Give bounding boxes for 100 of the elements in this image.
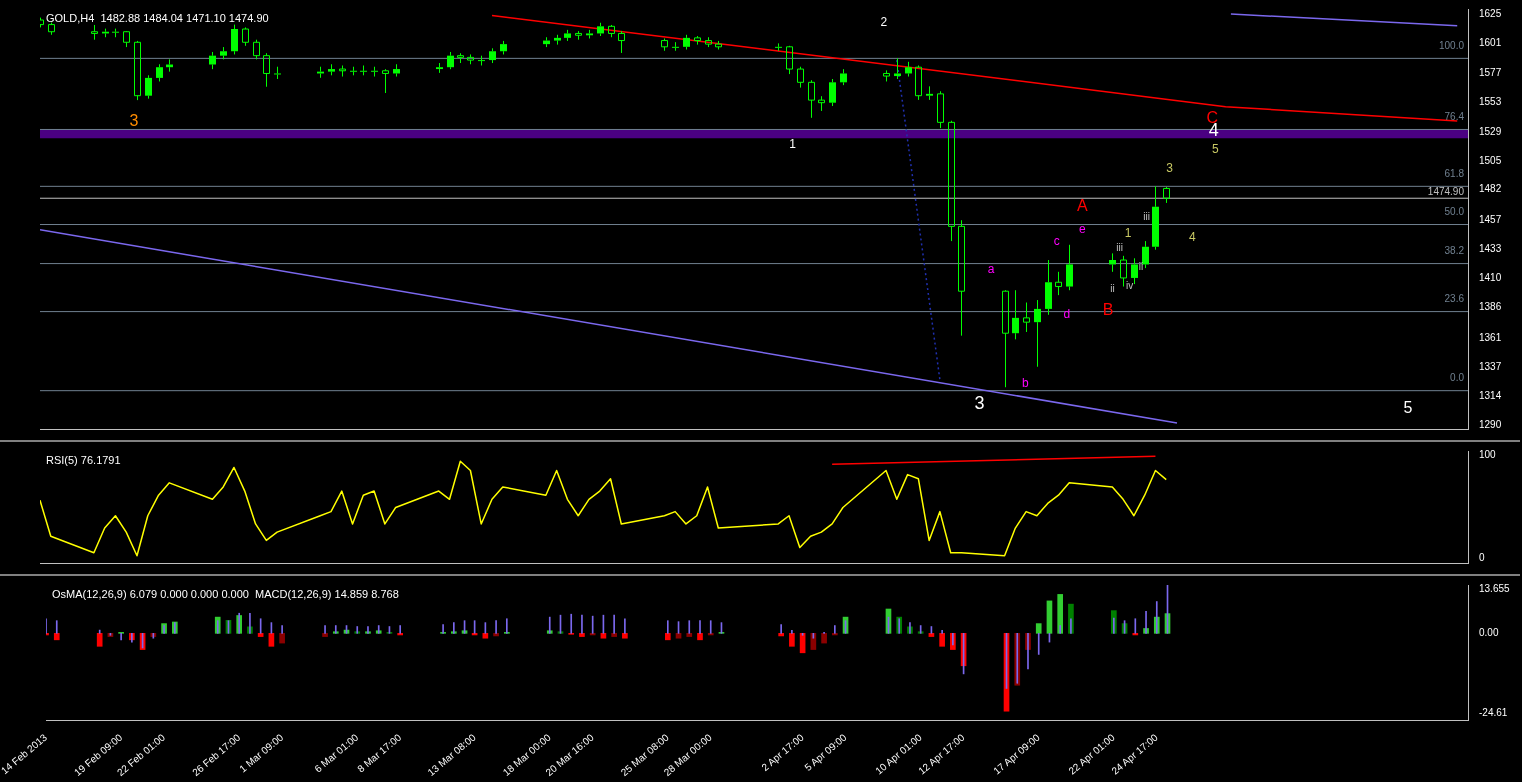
y-tick-label: 1386: [1479, 301, 1502, 313]
y-tick-label: -24.61: [1479, 706, 1508, 718]
y-tick-label: 1482: [1479, 183, 1502, 195]
y-tick-label: 1361: [1479, 331, 1502, 343]
bar: [675, 633, 682, 639]
candlestick: [661, 37, 668, 52]
bar: [1035, 623, 1042, 634]
candlestick: [926, 85, 933, 101]
annotation: 0.0: [1450, 372, 1465, 384]
candlestick: [1002, 290, 1009, 388]
bar: [622, 633, 628, 639]
candlestick: [554, 34, 561, 46]
annotation: b: [1021, 375, 1029, 390]
candlestick: [1045, 259, 1052, 316]
y-tick-label: 1337: [1479, 361, 1502, 373]
annotation: 23.6: [1444, 293, 1465, 305]
candlestick: [894, 57, 901, 80]
y-tick-label: 1457: [1479, 213, 1502, 225]
candlestick: [1055, 271, 1062, 296]
annotation: 1: [789, 136, 797, 151]
candlestick: [371, 66, 378, 78]
candlestick: [360, 64, 367, 76]
annotation: A: [1077, 196, 1089, 214]
bar: [789, 633, 795, 647]
candlestick: [393, 63, 400, 78]
y-tick-label: 1577: [1479, 66, 1502, 78]
annotation: d: [1063, 307, 1071, 322]
bar: [96, 633, 103, 647]
annotation: 5: [1211, 142, 1219, 157]
annotation: a: [987, 262, 995, 277]
candlestick: [1131, 257, 1138, 285]
chart-title: OsMA(12,26,9) 6.079 0.000 0.000 0.000 MACD(12,26,9) 14.859 8.768: [52, 587, 399, 600]
candlestick: [328, 63, 335, 76]
annotation: 3: [1166, 161, 1174, 176]
annotation: 38.2: [1444, 245, 1465, 257]
candlestick: [672, 41, 679, 52]
candlestick: [145, 74, 152, 100]
candlestick: [840, 68, 847, 86]
bar: [1057, 594, 1064, 634]
annotation: e: [1079, 221, 1087, 236]
candlestick: [1012, 289, 1019, 340]
candlestick: [1066, 244, 1073, 291]
bar: [664, 633, 671, 641]
candlestick: [339, 64, 346, 78]
candlestick: [905, 61, 912, 78]
candlestick: [447, 51, 454, 70]
candlestick: [436, 62, 443, 74]
candlestick: [382, 68, 389, 94]
annotation: iii: [1116, 242, 1123, 254]
candlestick: [915, 64, 922, 101]
bar: [611, 633, 617, 637]
y-tick-label: 0.00: [1479, 627, 1499, 639]
candlestick: [808, 79, 815, 119]
candlestick: [1023, 302, 1030, 333]
bar: [482, 633, 489, 639]
y-tick-label: 1529: [1479, 125, 1502, 137]
annotation: B: [1102, 300, 1114, 318]
y-tick-label: 1553: [1479, 96, 1502, 108]
candlestick: [948, 120, 955, 242]
ref-line-label: 1474.90: [1427, 186, 1465, 197]
bar: [322, 633, 328, 637]
bar: [279, 633, 285, 644]
annotation: iv: [1125, 279, 1134, 291]
candlestick: [618, 30, 625, 54]
annotation: 76.4: [1444, 111, 1465, 123]
y-tick-label: 13.655: [1479, 582, 1511, 594]
annotation: 3: [129, 112, 139, 130]
annotation: ii: [1138, 260, 1144, 272]
candlestick: [1109, 252, 1116, 273]
candlestick: [775, 42, 782, 52]
y-tick-label: 1625: [1479, 7, 1502, 19]
candlestick: [274, 66, 281, 80]
bar: [821, 633, 827, 644]
annotation: 2: [880, 14, 888, 29]
annotation: 4: [1189, 230, 1197, 245]
chart-title: RSI(5) 76.1791: [46, 453, 121, 466]
y-tick-label: 100: [1479, 448, 1497, 460]
candlestick: [1142, 240, 1149, 269]
annotation: 1: [1124, 225, 1132, 240]
annotation: iii: [1143, 210, 1151, 222]
y-tick-label: 1505: [1479, 155, 1502, 167]
chart-title: GOLD,H4 1482.88 1484.04 1471.10 1474.90: [46, 11, 269, 24]
y-tick-label: 1314: [1479, 389, 1502, 401]
candlestick: [263, 52, 270, 88]
bar: [600, 633, 607, 639]
candlestick: [597, 22, 604, 37]
candlestick: [683, 34, 690, 51]
annotation: 50.0: [1444, 206, 1465, 218]
annotation: 5: [1403, 398, 1413, 416]
bar: [579, 633, 585, 637]
candlestick: [1152, 185, 1159, 251]
bar: [686, 633, 693, 637]
candlestick: [91, 24, 98, 41]
candlestick: [818, 95, 825, 112]
y-tick-label: 1290: [1479, 419, 1502, 431]
bar: [939, 633, 945, 647]
annotation: 100.0: [1438, 40, 1465, 52]
bar: [697, 633, 703, 641]
y-tick-label: 0: [1479, 551, 1485, 563]
y-tick-label: 1601: [1479, 37, 1502, 49]
